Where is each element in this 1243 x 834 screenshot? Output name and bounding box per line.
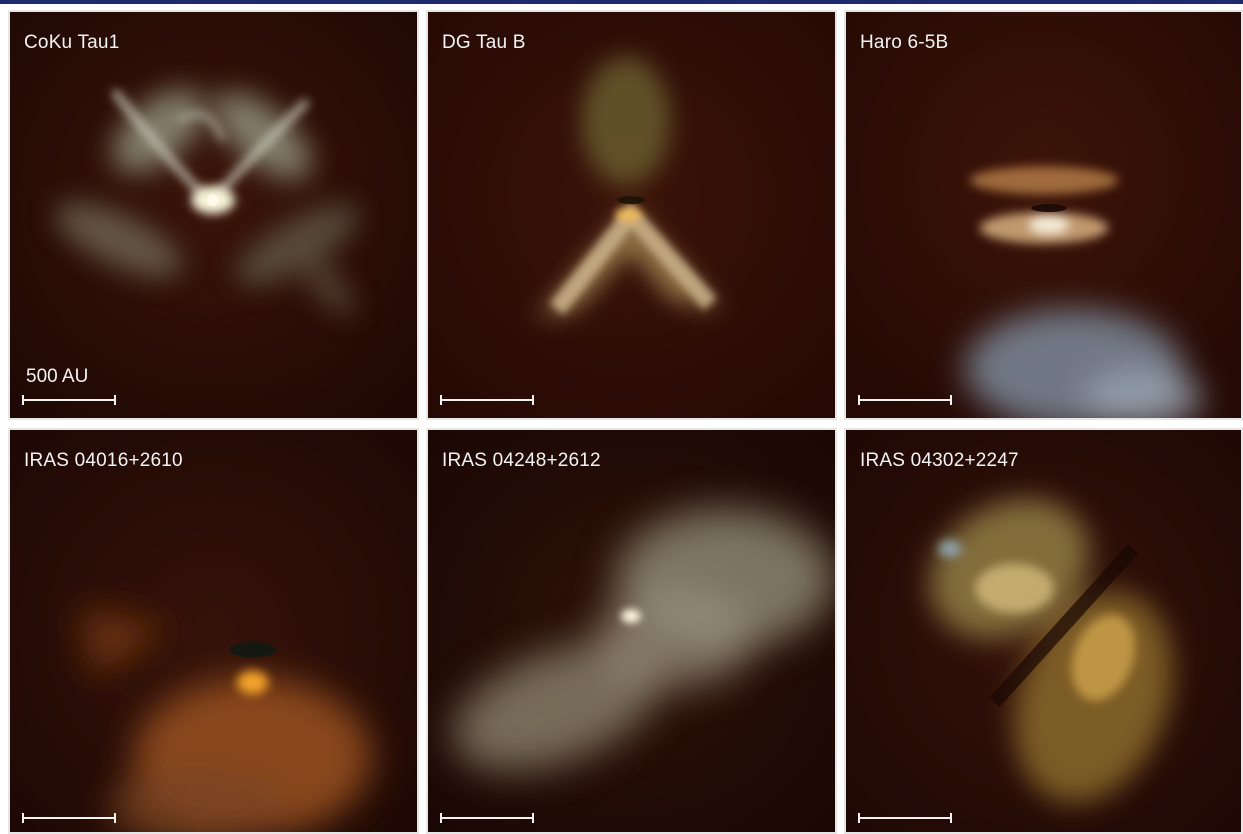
panel-label: DG Tau B bbox=[442, 32, 526, 53]
scale-bar-label: 500 AU bbox=[26, 366, 89, 387]
panel-label: IRAS 04302+2247 bbox=[860, 450, 1019, 471]
nebula-image-dg-tau-b bbox=[428, 12, 835, 418]
nebula-image-iras-04302-2247 bbox=[846, 430, 1241, 832]
panel-label: IRAS 04016+2610 bbox=[24, 450, 183, 471]
panel-label: Haro 6-5B bbox=[860, 32, 949, 53]
top-border-bar bbox=[0, 0, 1243, 4]
scale-bar bbox=[858, 395, 952, 405]
scale-bar bbox=[22, 395, 116, 405]
scale-bar bbox=[858, 813, 952, 823]
scale-bar bbox=[22, 813, 116, 823]
scale-bar bbox=[440, 395, 534, 405]
panel-dg-tau-b: DG Tau B bbox=[426, 10, 837, 420]
nebula-image-iras-04248-2612 bbox=[428, 430, 835, 832]
panel-iras-04016-2610: IRAS 04016+2610 bbox=[8, 428, 419, 834]
panel-label: IRAS 04248+2612 bbox=[442, 450, 601, 471]
panel-label: CoKu Tau1 bbox=[24, 32, 120, 53]
panel-haro-6-5b: Haro 6-5B bbox=[844, 10, 1243, 420]
nebula-image-iras-04016-2610 bbox=[10, 430, 417, 832]
panel-iras-04302-2247: IRAS 04302+2247 bbox=[844, 428, 1243, 834]
panel-coku-tau1: CoKu Tau1 500 AU bbox=[8, 10, 419, 420]
panel-iras-04248-2612: IRAS 04248+2612 bbox=[426, 428, 837, 834]
nebula-image-coku-tau1 bbox=[10, 12, 417, 418]
nebula-image-haro-6-5b bbox=[846, 12, 1241, 418]
scale-bar bbox=[440, 813, 534, 823]
